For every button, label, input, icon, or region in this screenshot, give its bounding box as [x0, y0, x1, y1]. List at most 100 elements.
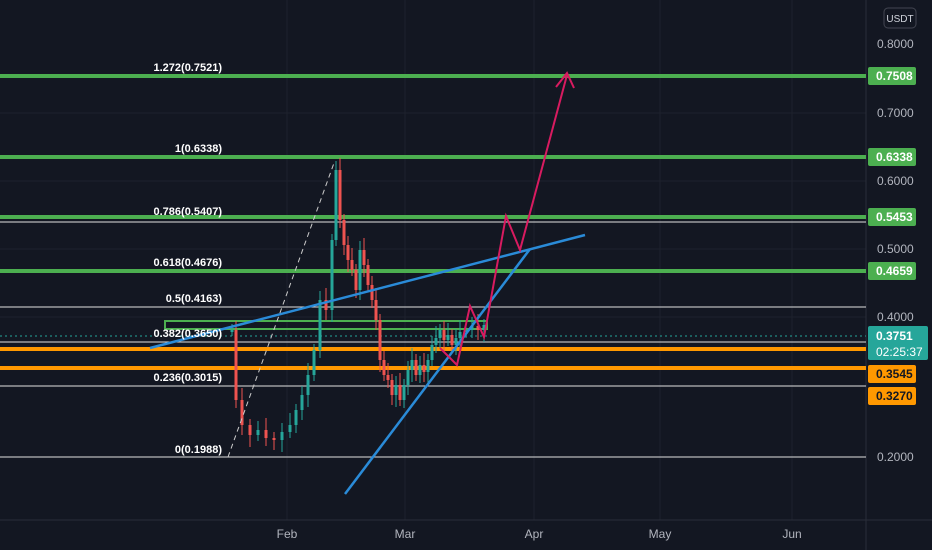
candle-body [350, 260, 354, 270]
candle-body [374, 300, 378, 320]
candle-body [300, 395, 304, 410]
candle-body [464, 330, 468, 332]
candle-body [346, 245, 350, 260]
candle-body [240, 400, 244, 425]
badge-07508-label: 0.7508 [876, 69, 913, 83]
candle-body [394, 385, 398, 395]
candle-body [476, 326, 480, 330]
candle-body [470, 326, 474, 330]
candle-body [386, 375, 390, 380]
currency-label: USDT [886, 14, 913, 25]
badge-03270 [868, 387, 916, 405]
badge-04659-label: 0.4659 [876, 264, 913, 278]
badge-07508 [868, 67, 916, 85]
candle-body [398, 385, 402, 400]
fib-label-1272: 1.272(0.7521) [154, 62, 223, 74]
candle-body [426, 360, 430, 372]
candle-body [382, 360, 386, 375]
candle-body [358, 250, 362, 290]
candle-body [318, 300, 322, 350]
trendline-upper[interactable] [149, 233, 586, 350]
time-tick-mar: Mar [395, 527, 416, 541]
candle-body [402, 385, 406, 400]
currency-button[interactable] [883, 7, 917, 29]
fib-lines [0, 221, 866, 458]
projection-arrowhead [555, 71, 575, 89]
fib-labels: 1.272(0.7521) 1(0.6338) 0.786(0.5407) 0.… [154, 62, 223, 456]
badge-05453-label: 0.5453 [876, 210, 913, 224]
badge-05453 [868, 208, 916, 226]
candle-body [454, 338, 458, 345]
candle-body [410, 360, 414, 370]
time-tick-may: May [649, 527, 672, 541]
fib-label-0786: 0.786(0.5407) [154, 206, 223, 218]
badge-countdown-label: 02:25:37 [876, 345, 923, 359]
candle-body [438, 330, 442, 338]
candle-body [334, 170, 338, 240]
fib-trend-dashed [227, 162, 335, 458]
candle-body [418, 365, 422, 375]
candle-body [482, 325, 486, 330]
fib-label-0236: 0.236(0.3015) [154, 372, 223, 384]
candle-body [362, 250, 366, 265]
fib-label-1: 1(0.6338) [175, 143, 222, 155]
candle-body [446, 335, 450, 340]
candle-body [342, 220, 346, 245]
candle-body [370, 285, 374, 300]
time-axis[interactable]: Feb Mar Apr May Jun [277, 527, 802, 541]
time-tick-jun: Jun [782, 527, 801, 541]
price-tick: 0.8000 [877, 37, 914, 51]
candle-body [442, 330, 446, 340]
candles [230, 158, 486, 452]
candle-body [306, 375, 310, 395]
projection-path[interactable] [439, 74, 568, 367]
candle-body [430, 345, 434, 360]
candle-body [434, 338, 438, 345]
candle-body [330, 240, 334, 310]
fib-label-05: 0.5(0.4163) [166, 293, 223, 305]
price-badges: 0.7508 0.6338 0.5453 0.4659 0.3751 02:25… [868, 67, 928, 405]
price-tick: 0.7000 [877, 106, 914, 120]
candle-body [422, 365, 426, 372]
candle-body [256, 430, 260, 435]
badge-current-price-label: 0.3751 [876, 329, 913, 343]
candle-body [458, 332, 462, 338]
candle-body [324, 300, 328, 310]
candle-body [288, 425, 292, 432]
price-tick: 0.4000 [877, 310, 914, 324]
price-tick: 0.2000 [877, 450, 914, 464]
candle-body [378, 320, 382, 360]
badge-03545 [868, 365, 916, 383]
candle-body [354, 270, 358, 290]
candle-body [406, 370, 410, 385]
fib-label-0618: 0.618(0.4676) [154, 257, 223, 269]
fib-label-0382: 0.382(0.3650) [154, 328, 223, 340]
candle-body [390, 380, 394, 395]
candle-body [338, 170, 342, 220]
time-tick-feb: Feb [277, 527, 298, 541]
candle-body [248, 425, 252, 435]
badge-current-price [868, 326, 928, 360]
candle-body [272, 438, 276, 440]
candle-body [414, 360, 418, 375]
time-tick-apr: Apr [525, 527, 544, 541]
fib-label-0: 0(0.1988) [175, 444, 222, 456]
badge-04659 [868, 262, 916, 280]
badge-06338 [868, 148, 916, 166]
candle-body [264, 430, 268, 438]
price-axis[interactable]: 0.8000 0.7000 0.6000 0.5000 0.4000 0.200… [877, 37, 914, 464]
trendline-lower[interactable] [344, 248, 531, 495]
candle-body [230, 330, 234, 332]
badge-03270-label: 0.3270 [876, 389, 913, 403]
candle-body [450, 335, 454, 345]
price-tick: 0.5000 [877, 242, 914, 256]
candle-body [366, 265, 370, 285]
price-tick: 0.6000 [877, 174, 914, 188]
candle-body [234, 330, 238, 400]
badge-06338-label: 0.6338 [876, 150, 913, 164]
badge-03545-label: 0.3545 [876, 367, 913, 381]
candle-body [312, 350, 316, 375]
candle-body [280, 432, 284, 440]
